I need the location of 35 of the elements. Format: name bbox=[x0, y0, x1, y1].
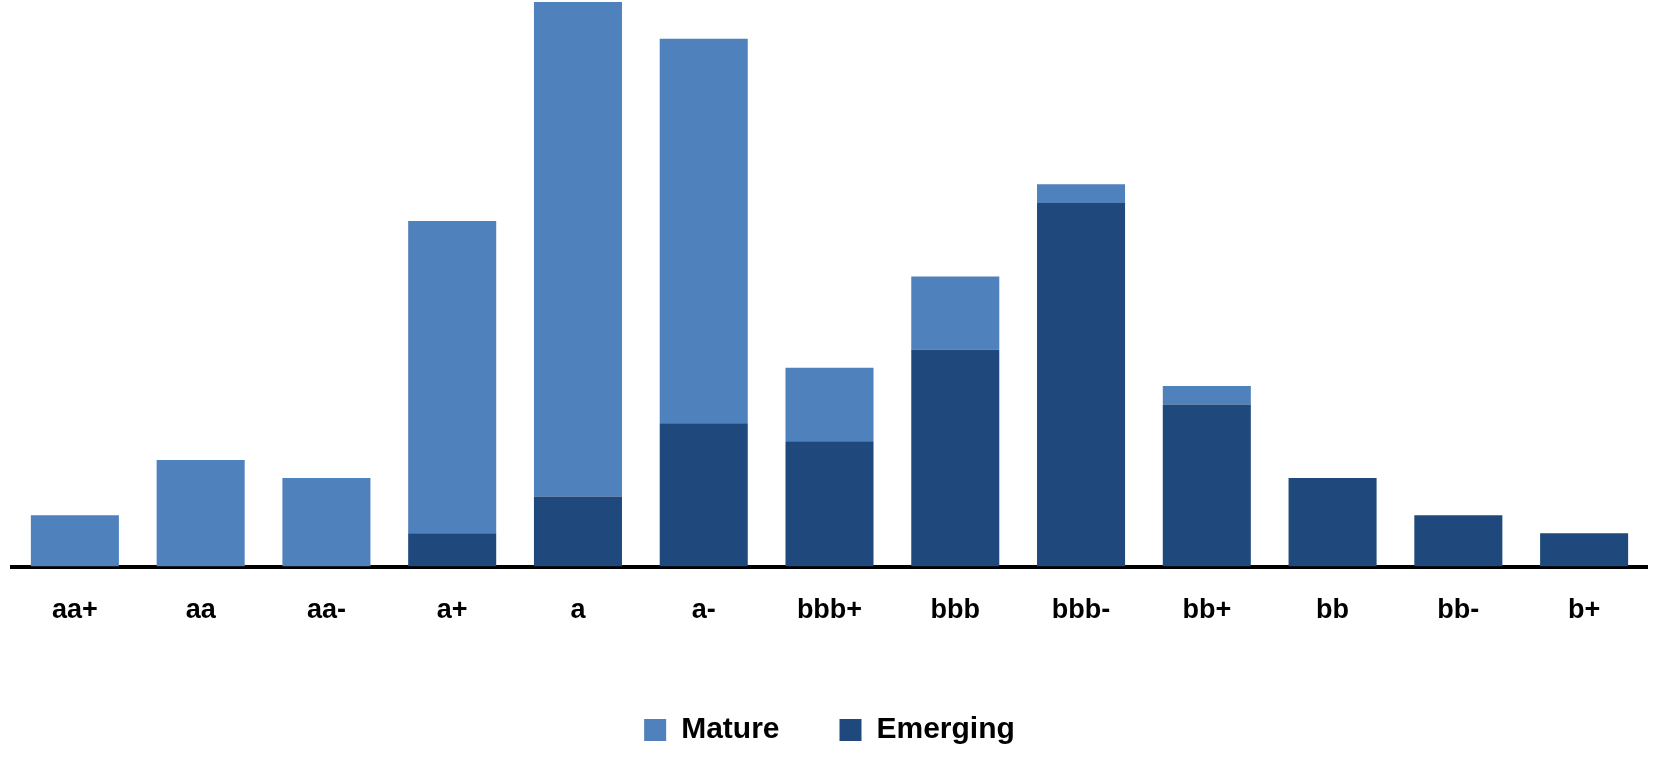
legend-label: Emerging bbox=[876, 711, 1015, 745]
bar bbox=[911, 349, 1000, 567]
x-tick-label: aa bbox=[185, 594, 217, 625]
x-tick-label: bb bbox=[1316, 594, 1350, 625]
x-tick-label: a bbox=[570, 594, 587, 625]
bar bbox=[282, 477, 371, 567]
bar bbox=[533, 2, 622, 497]
bar bbox=[1037, 203, 1126, 567]
x-tick-label: bb- bbox=[1437, 594, 1480, 625]
x-tick-label: bbb- bbox=[1051, 594, 1111, 625]
bar bbox=[533, 496, 622, 567]
bar bbox=[1414, 515, 1503, 567]
legend-label: Mature bbox=[681, 711, 780, 745]
x-tick-label: bbb bbox=[930, 594, 981, 625]
x-tick-label: bbb+ bbox=[796, 594, 863, 625]
bar bbox=[659, 38, 748, 424]
x-tick-label: b+ bbox=[1567, 594, 1601, 625]
x-tick-label: bb+ bbox=[1182, 594, 1232, 625]
bar bbox=[1288, 477, 1377, 567]
bar bbox=[30, 515, 119, 567]
x-tick-label: aa+ bbox=[51, 594, 98, 625]
bar bbox=[1540, 533, 1629, 567]
bar bbox=[408, 221, 497, 534]
bar bbox=[408, 533, 497, 567]
bar bbox=[659, 423, 748, 567]
bar bbox=[911, 276, 1000, 350]
bar bbox=[1162, 385, 1251, 405]
bar bbox=[785, 441, 874, 567]
bar bbox=[156, 459, 245, 567]
x-tick-label: a+ bbox=[436, 594, 468, 625]
x-tick-label: a- bbox=[691, 594, 716, 625]
bar bbox=[1162, 404, 1251, 567]
x-tick-label: aa- bbox=[306, 594, 346, 625]
bar bbox=[1037, 184, 1126, 203]
bar bbox=[785, 367, 874, 442]
